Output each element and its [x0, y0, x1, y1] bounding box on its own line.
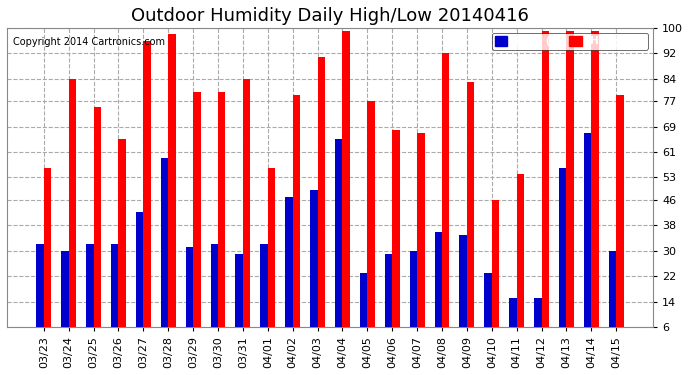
Bar [417, 133, 424, 346]
Bar [260, 244, 268, 346]
Bar [410, 251, 417, 346]
Bar [317, 57, 325, 346]
Bar [37, 244, 43, 346]
Bar [360, 273, 367, 346]
Bar [69, 79, 76, 346]
Bar [210, 244, 218, 346]
Legend: Low  (%), High  (%): Low (%), High (%) [491, 33, 648, 50]
Bar [235, 254, 243, 346]
Text: Copyright 2014 Cartronics.com: Copyright 2014 Cartronics.com [13, 37, 166, 47]
Bar [310, 190, 317, 346]
Bar [367, 101, 375, 346]
Bar [492, 200, 500, 346]
Bar [509, 298, 517, 346]
Bar [534, 298, 542, 346]
Bar [293, 95, 300, 346]
Bar [243, 79, 250, 346]
Bar [43, 168, 51, 346]
Bar [559, 168, 566, 346]
Bar [616, 95, 624, 346]
Bar [111, 244, 119, 346]
Bar [335, 139, 342, 346]
Bar [442, 53, 449, 346]
Bar [584, 133, 591, 346]
Bar [467, 82, 474, 346]
Bar [566, 31, 574, 346]
Bar [285, 196, 293, 346]
Bar [609, 251, 616, 346]
Bar [193, 92, 201, 346]
Bar [186, 248, 193, 346]
Bar [517, 174, 524, 346]
Bar [144, 40, 151, 346]
Bar [94, 108, 101, 346]
Bar [385, 254, 392, 346]
Bar [168, 34, 176, 346]
Bar [542, 31, 549, 346]
Bar [218, 92, 226, 346]
Bar [61, 251, 69, 346]
Bar [484, 273, 492, 346]
Bar [435, 231, 442, 346]
Bar [136, 213, 144, 346]
Bar [392, 130, 400, 346]
Bar [460, 235, 467, 346]
Bar [342, 31, 350, 346]
Bar [161, 158, 168, 346]
Bar [268, 168, 275, 346]
Bar [86, 244, 94, 346]
Title: Outdoor Humidity Daily High/Low 20140416: Outdoor Humidity Daily High/Low 20140416 [131, 7, 529, 25]
Bar [119, 139, 126, 346]
Bar [591, 31, 599, 346]
